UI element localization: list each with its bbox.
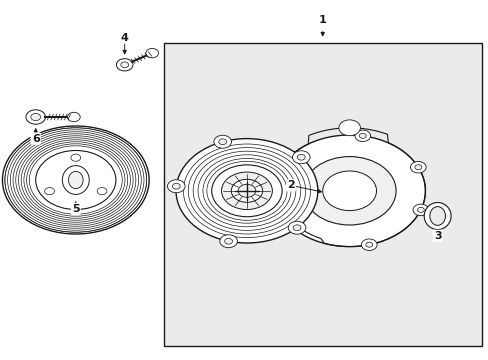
Circle shape — [273, 135, 425, 247]
Circle shape — [338, 120, 360, 136]
Circle shape — [231, 179, 262, 202]
Circle shape — [412, 204, 428, 216]
Ellipse shape — [424, 202, 450, 230]
Circle shape — [26, 110, 45, 124]
Text: 5: 5 — [72, 204, 80, 214]
Circle shape — [224, 238, 232, 244]
Circle shape — [31, 113, 41, 121]
Circle shape — [172, 183, 180, 189]
Text: 1: 1 — [318, 15, 326, 25]
Circle shape — [44, 188, 54, 195]
Ellipse shape — [62, 166, 89, 194]
Circle shape — [176, 139, 317, 243]
Circle shape — [284, 220, 290, 225]
Circle shape — [365, 242, 372, 247]
Circle shape — [238, 184, 255, 197]
Circle shape — [279, 153, 295, 165]
Ellipse shape — [68, 171, 83, 189]
Circle shape — [279, 217, 295, 229]
Circle shape — [322, 171, 376, 211]
Circle shape — [2, 126, 149, 234]
Circle shape — [409, 161, 425, 173]
Text: 6: 6 — [32, 134, 40, 144]
Circle shape — [36, 150, 116, 210]
Circle shape — [213, 135, 231, 148]
Circle shape — [284, 156, 290, 161]
Circle shape — [121, 62, 128, 68]
Circle shape — [292, 151, 309, 164]
Text: 2: 2 — [286, 180, 294, 190]
Circle shape — [354, 130, 370, 141]
Circle shape — [219, 235, 237, 248]
Circle shape — [359, 133, 366, 138]
Circle shape — [211, 165, 282, 217]
Circle shape — [414, 165, 421, 170]
Circle shape — [288, 221, 305, 234]
Text: 4: 4 — [121, 33, 128, 43]
Circle shape — [293, 225, 301, 231]
Circle shape — [297, 154, 305, 160]
Circle shape — [361, 239, 376, 251]
Circle shape — [97, 188, 107, 195]
Circle shape — [167, 180, 185, 193]
Circle shape — [221, 172, 272, 210]
Bar — [163, 43, 481, 346]
Circle shape — [218, 139, 226, 145]
Circle shape — [71, 154, 81, 161]
Text: 3: 3 — [433, 231, 441, 241]
Circle shape — [67, 112, 80, 122]
Circle shape — [116, 59, 133, 71]
Circle shape — [417, 207, 424, 212]
Circle shape — [145, 49, 158, 58]
Ellipse shape — [429, 207, 445, 225]
Circle shape — [303, 157, 395, 225]
